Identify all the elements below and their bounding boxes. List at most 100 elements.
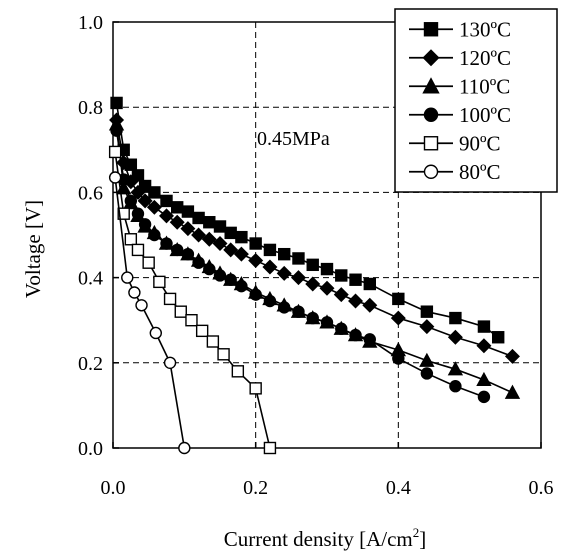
point-marker	[142, 256, 155, 269]
point-marker	[290, 270, 306, 286]
point-marker	[263, 294, 277, 308]
point-marker	[349, 273, 362, 286]
series-3	[110, 124, 491, 404]
point-marker	[108, 145, 122, 159]
y-axis: 0.0 0.2 0.4 0.6 0.8 1.0	[78, 12, 119, 460]
point-marker	[504, 384, 521, 399]
point-marker	[160, 237, 173, 250]
point-marker	[138, 179, 152, 193]
y-tick-label: 0.6	[78, 182, 103, 204]
point-marker	[148, 228, 161, 242]
legend-item-0: 130ºC	[409, 17, 511, 41]
point-marker	[492, 331, 505, 344]
x-tick-label: 0.6	[529, 477, 554, 499]
series-group	[108, 96, 521, 455]
x-axis-label-end: ]	[419, 527, 426, 551]
point-marker	[180, 221, 196, 237]
series-5	[108, 171, 191, 455]
point-marker	[292, 305, 305, 318]
point-marker	[504, 348, 520, 364]
point-marker	[160, 194, 173, 208]
point-marker	[163, 356, 177, 369]
point-marker	[206, 335, 220, 348]
point-marker	[306, 258, 319, 272]
legend: 130ºC 120ºC 110ºC 100ºC 90ºC 80ºC	[394, 8, 558, 193]
point-marker	[423, 22, 439, 37]
point-marker	[203, 216, 216, 229]
point-marker	[320, 316, 334, 329]
point-marker	[449, 311, 462, 325]
point-marker	[146, 199, 162, 215]
point-marker	[423, 107, 439, 122]
legend-label: 80ºC	[459, 160, 501, 184]
point-marker	[335, 322, 348, 335]
point-marker	[276, 265, 292, 281]
point-marker	[235, 279, 248, 293]
y-tick-label: 0.0	[78, 438, 103, 460]
point-marker	[422, 77, 440, 94]
point-marker	[248, 253, 264, 269]
point-marker	[213, 220, 227, 233]
point-marker	[185, 314, 198, 327]
point-marker	[477, 390, 491, 404]
point-marker	[153, 275, 166, 289]
point-marker	[212, 236, 228, 252]
legend-label: 130ºC	[459, 17, 511, 41]
point-marker	[249, 288, 262, 301]
point-marker	[191, 227, 207, 243]
point-marker	[305, 276, 321, 292]
point-marker	[278, 301, 291, 314]
point-marker	[449, 380, 462, 393]
point-marker	[262, 259, 278, 275]
point-marker	[135, 299, 148, 312]
point-marker	[130, 184, 146, 200]
x-tick-label: 0.0	[101, 477, 126, 499]
point-marker	[231, 365, 245, 378]
point-marker	[131, 207, 145, 220]
point-marker	[124, 194, 138, 208]
point-marker	[319, 280, 335, 296]
point-marker	[292, 252, 305, 265]
y-tick-label: 0.8	[78, 97, 103, 119]
legend-label: 100ºC	[459, 103, 511, 127]
point-marker	[170, 243, 184, 257]
point-marker	[174, 305, 187, 318]
point-marker	[420, 367, 434, 380]
point-marker	[110, 96, 123, 110]
point-marker	[178, 441, 191, 455]
legend-item-1: 120ºC	[409, 46, 511, 70]
legend-item-3: 100ºC	[409, 103, 511, 127]
plot-frame	[112, 21, 542, 449]
point-marker	[447, 361, 464, 376]
point-marker	[217, 348, 230, 361]
point-marker	[422, 49, 440, 67]
legend-item-5: 80ºC	[409, 160, 501, 184]
y-tick-label: 0.4	[78, 268, 103, 290]
point-marker	[128, 286, 141, 299]
point-marker	[447, 329, 463, 345]
point-marker	[249, 382, 262, 395]
point-marker	[306, 311, 319, 325]
point-marker	[203, 262, 216, 276]
y-tick-label: 0.2	[78, 353, 103, 375]
point-marker	[149, 326, 163, 340]
point-marker	[224, 273, 237, 286]
point-marker	[335, 269, 348, 282]
point-marker	[138, 218, 152, 231]
series-4	[108, 145, 277, 455]
series-1	[109, 112, 520, 364]
point-marker	[419, 352, 435, 367]
point-marker	[181, 247, 195, 261]
x-axis-label-main: Current density [A/cm	[224, 527, 413, 551]
point-marker	[263, 243, 277, 257]
point-marker	[192, 211, 205, 225]
point-marker	[320, 262, 334, 276]
legend-box	[394, 8, 558, 193]
x-axis-label-sup: 2	[413, 525, 420, 540]
point-marker	[348, 293, 364, 309]
point-marker	[124, 233, 138, 246]
point-marker	[131, 169, 145, 182]
point-marker	[181, 205, 195, 218]
point-marker	[159, 208, 174, 224]
